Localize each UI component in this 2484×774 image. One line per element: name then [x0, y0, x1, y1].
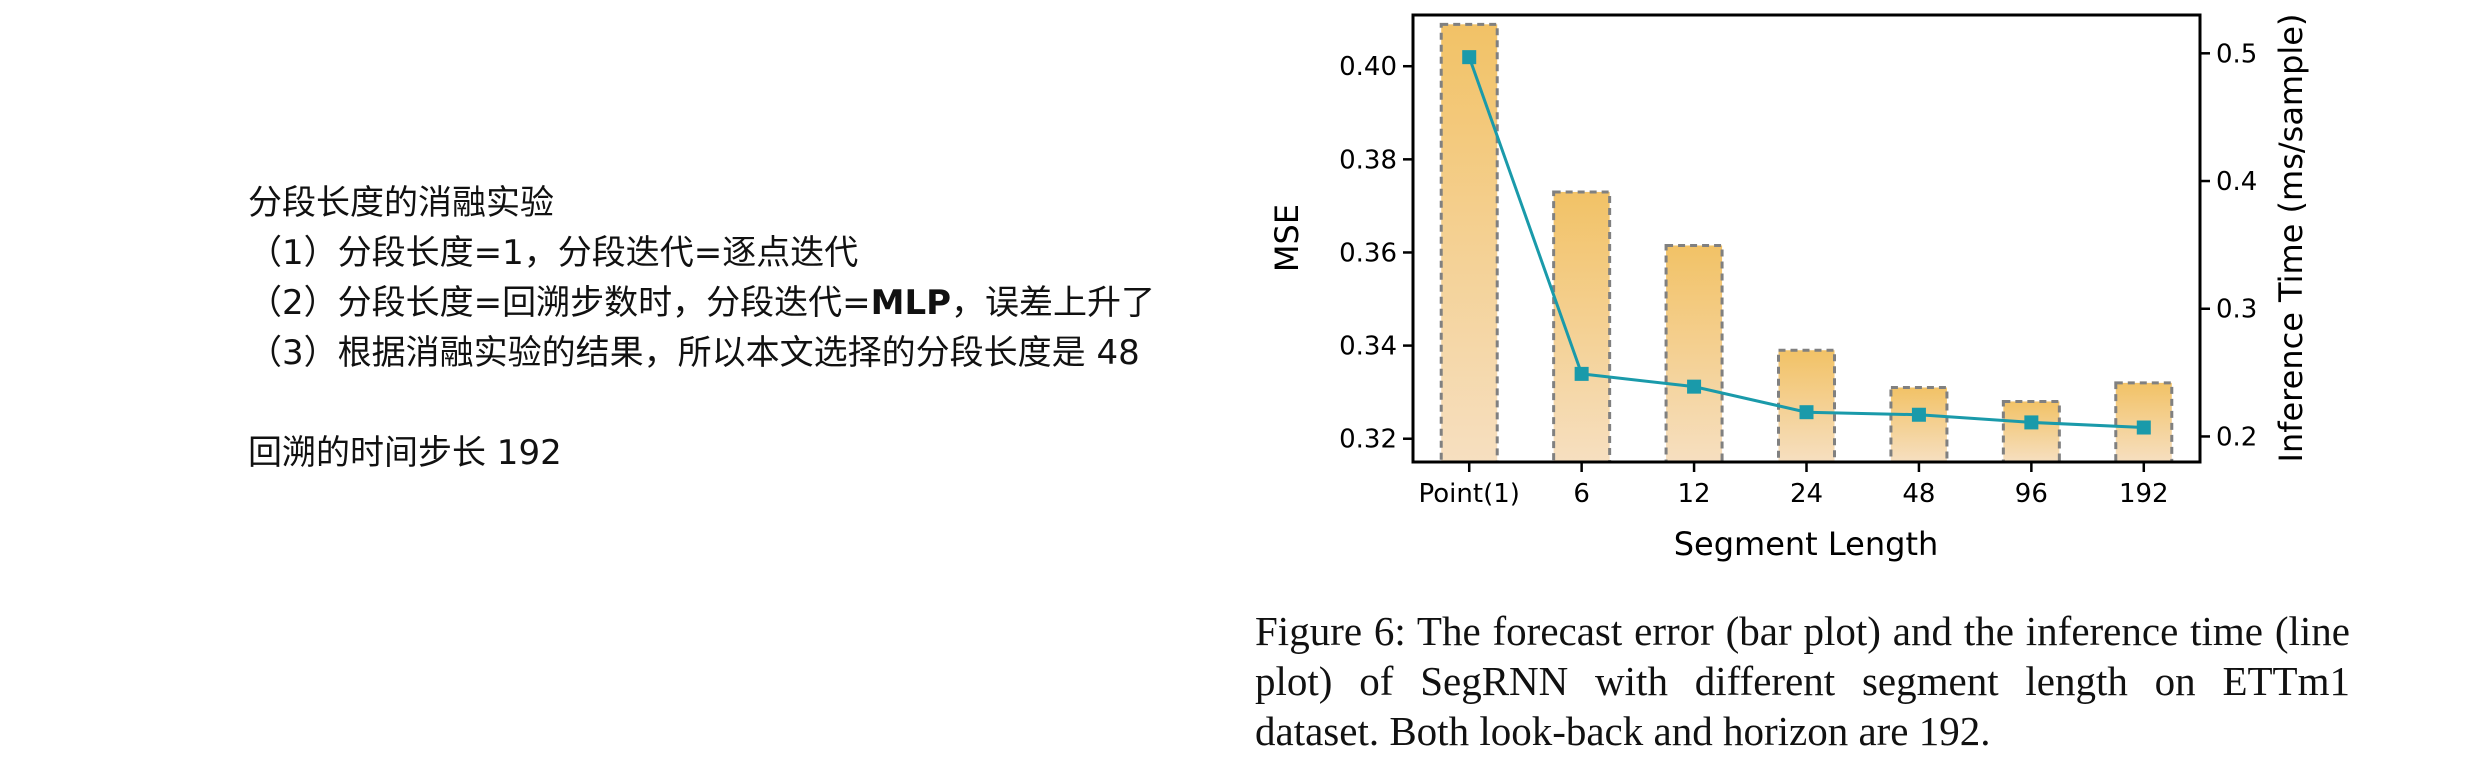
x-tick-label-3: 24 [1790, 479, 1823, 509]
line-layer [1462, 50, 2151, 435]
y-tick-label-4: 0.40 [1339, 52, 1397, 82]
notes-lookback: 回溯的时间步长 192 [248, 433, 562, 473]
bar-5 [2001, 399, 2061, 464]
x-tick-label-0: Point(1) [1419, 479, 1520, 509]
bar-1 [1552, 190, 1612, 464]
notes-gap [248, 378, 1155, 428]
x-tick-label-5: 96 [2015, 479, 2048, 509]
axes-layer: 0.32 0.34 0.36 0.38 0.40 0.2 0.3 0.4 0.5 Point(1)… [1339, 39, 2257, 509]
y-tick-label-1: 0.34 [1339, 332, 1397, 362]
notes-item-1: （1）分段长度=1，分段迭代=逐点迭代 [248, 233, 859, 273]
y-tick-label-2: 0.36 [1339, 238, 1397, 268]
line-point-4 [1911, 407, 1926, 422]
notes-title: 分段长度的消融实验 [248, 183, 554, 223]
y-axis-label: MSE [1268, 204, 1306, 272]
y-tick-label-3: 0.38 [1339, 145, 1397, 175]
notes-item-2: （2）分段长度=回溯步数时，分段迭代=MLP，误差上升了 [248, 278, 1155, 328]
bars-layer [1439, 22, 2174, 464]
y2-tick-label-3: 0.5 [2216, 39, 2257, 69]
y2-tick-label-0: 0.2 [2216, 422, 2257, 452]
bar-0 [1439, 22, 1499, 464]
line-point-0 [1462, 50, 1477, 65]
x-tick-label-2: 12 [1678, 479, 1711, 509]
figure-caption: Figure 6: The forecast error (bar plot) … [1255, 608, 2350, 754]
notes-panel: 分段长度的消融实验 （1）分段长度=1，分段迭代=逐点迭代 （2）分段长度=回溯… [248, 178, 1155, 478]
line-point-5 [2024, 415, 2039, 430]
notes-item-2-post: ，误差上升了 [951, 283, 1156, 323]
bar-2 [1664, 243, 1724, 464]
bar-4 [1889, 386, 1949, 464]
x-tick-label-1: 6 [1573, 479, 1590, 509]
notes-item-2-pre: （2）分段长度=回溯步数时，分段迭代= [248, 283, 871, 323]
line-point-3 [1799, 405, 1814, 420]
y2-tick-label-2: 0.4 [2216, 167, 2257, 197]
line-point-6 [2136, 420, 2151, 435]
line-point-1 [1574, 366, 1589, 381]
y-tick-label-0: 0.32 [1339, 425, 1397, 455]
x-tick-label-6: 192 [2119, 479, 2169, 509]
notes-item-3: （3）根据消融实验的结果，所以本文选择的分段长度是 48 [248, 333, 1140, 373]
x-tick-label-4: 48 [1902, 479, 1935, 509]
y2-axis-label: Inference Time (ms/sample) [2272, 14, 2310, 463]
x-axis-label: Segment Length [1674, 525, 1939, 563]
notes-item-2-bold: MLP [870, 283, 952, 323]
chart: 0.32 0.34 0.36 0.38 0.40 0.2 0.3 0.4 0.5 Point(1)… [1268, 13, 2310, 563]
line-point-2 [1687, 379, 1702, 394]
y2-tick-label-1: 0.3 [2216, 295, 2257, 325]
